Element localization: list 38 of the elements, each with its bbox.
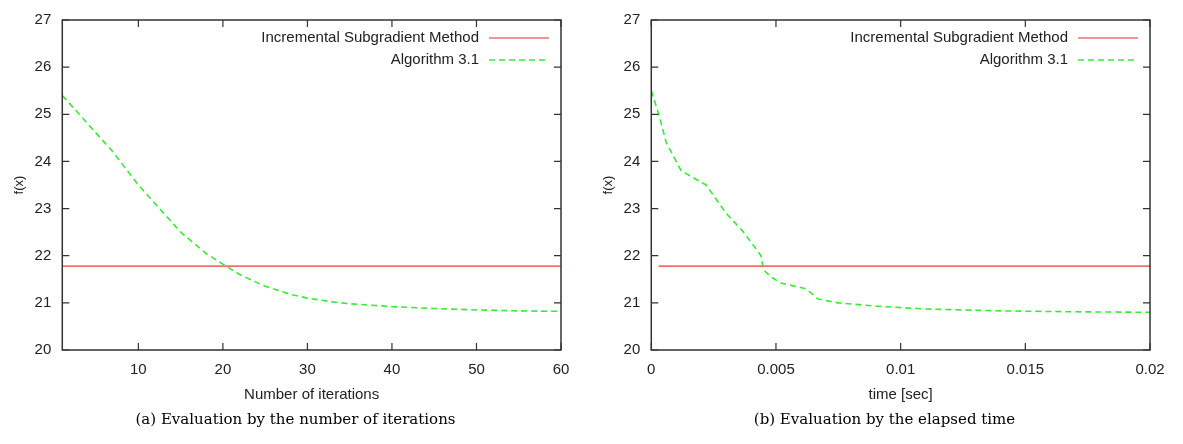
line-series — [651, 89, 1150, 314]
y-tick-label: 27 — [34, 10, 52, 28]
y-tick-label: 26 — [623, 57, 641, 75]
x-tick-label: 10 — [130, 360, 147, 378]
y-axis-title: f(x) — [11, 175, 27, 195]
y-axis-title: f(x) — [600, 175, 616, 195]
x-tick-label: 50 — [468, 360, 485, 378]
y-tick-label: 20 — [34, 340, 52, 358]
y-tick-label: 24 — [623, 151, 641, 169]
y-tick-label: 23 — [623, 198, 641, 216]
x-tick-label: 60 — [552, 360, 570, 378]
x-tick-label: 30 — [299, 360, 316, 378]
x-tick-label: 0.01 — [886, 360, 916, 378]
x-tick-label: 0.02 — [1135, 360, 1165, 378]
y-tick-label: 25 — [623, 104, 641, 122]
y-tick-label: 25 — [34, 104, 52, 122]
y-tick-label: 20 — [623, 340, 641, 358]
legend-label: Algorithm 3.1 — [390, 50, 479, 68]
legend-label: Incremental Subgradient Method — [850, 28, 1068, 46]
x-tick-label: 0.005 — [757, 360, 795, 378]
x-axis-title: Number of iterations — [244, 385, 380, 403]
text: (a) Evaluation by the number of iterations — [134, 410, 457, 428]
y-tick-label: 23 — [34, 198, 52, 216]
y-tick-label: 27 — [623, 10, 641, 28]
y-tick-label: 24 — [34, 151, 52, 169]
y-tick-label: 21 — [34, 293, 52, 310]
x-tick-label: 0 — [647, 360, 656, 378]
text: (b) Evaluation by the elapsed time — [752, 410, 1017, 428]
legend-label: Incremental Subgradient Method — [261, 28, 479, 46]
y-tick-label: 22 — [34, 245, 52, 263]
y-tick-label: 26 — [34, 57, 52, 75]
y-tick-label: 21 — [623, 293, 641, 310]
legend-label: Algorithm 3.1 — [979, 50, 1068, 68]
x-tick-label: 40 — [383, 360, 401, 378]
x-tick-label: 20 — [214, 360, 232, 378]
x-tick-label: 0.015 — [1006, 360, 1045, 378]
y-tick-label: 22 — [623, 245, 641, 263]
x-axis-title: time [sec] — [868, 385, 933, 403]
